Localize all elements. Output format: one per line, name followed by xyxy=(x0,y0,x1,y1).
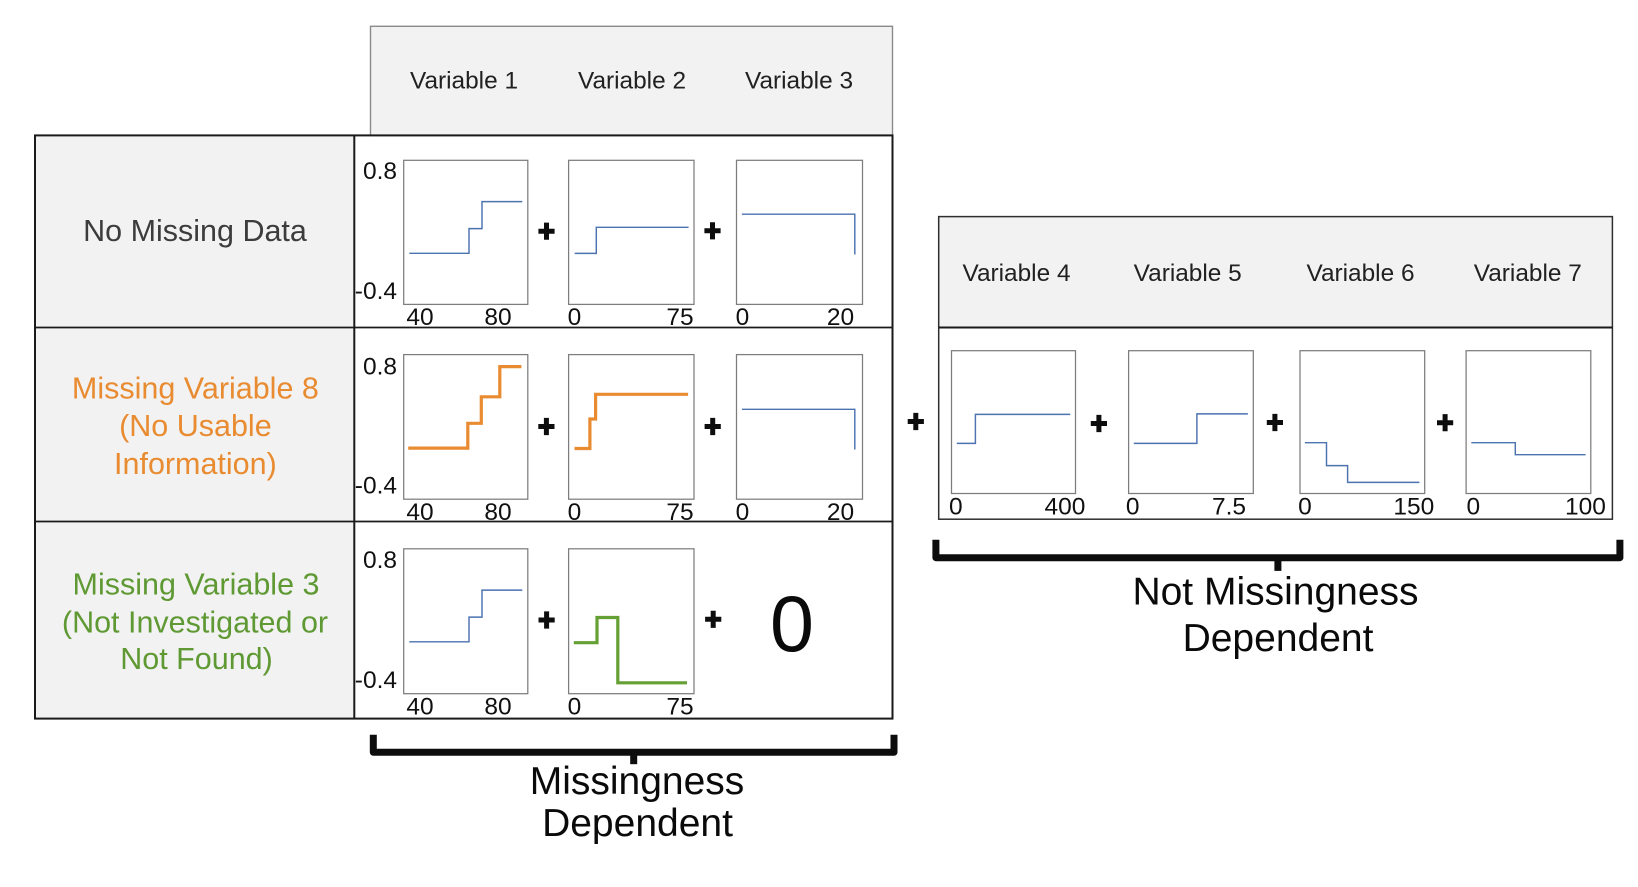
svg-text:40: 40 xyxy=(406,693,433,720)
svg-text:75: 75 xyxy=(666,499,693,526)
svg-text:0: 0 xyxy=(770,579,814,668)
svg-text:(No Usable: (No Usable xyxy=(119,409,272,443)
svg-text:Missing Variable 3: Missing Variable 3 xyxy=(73,568,320,602)
svg-text:400: 400 xyxy=(1045,494,1086,521)
svg-text:0: 0 xyxy=(1298,494,1312,521)
svg-text:Variable 4: Variable 4 xyxy=(962,260,1070,287)
svg-text:20: 20 xyxy=(827,499,854,526)
svg-text:40: 40 xyxy=(406,304,433,331)
svg-text:0.8: 0.8 xyxy=(363,354,397,381)
svg-text:7.5: 7.5 xyxy=(1212,494,1246,521)
svg-text:0: 0 xyxy=(568,693,582,720)
svg-text:150: 150 xyxy=(1393,494,1434,521)
svg-text:Variable 1: Variable 1 xyxy=(410,68,518,95)
svg-text:0: 0 xyxy=(1466,494,1480,521)
svg-text:Variable 7: Variable 7 xyxy=(1474,260,1582,287)
svg-text:0: 0 xyxy=(736,499,750,526)
svg-text:75: 75 xyxy=(666,304,693,331)
svg-text:Information): Information) xyxy=(114,447,277,481)
svg-text:-0.4: -0.4 xyxy=(355,473,397,500)
svg-text:-0.4: -0.4 xyxy=(355,278,397,305)
svg-text:Variable 2: Variable 2 xyxy=(578,68,686,95)
svg-text:Missingness: Missingness xyxy=(530,760,745,803)
svg-text:0: 0 xyxy=(568,304,582,331)
svg-text:Not Missingness: Not Missingness xyxy=(1132,571,1418,614)
svg-text:Not Found): Not Found) xyxy=(120,642,273,676)
svg-text:80: 80 xyxy=(484,693,511,720)
svg-text:Variable 3: Variable 3 xyxy=(745,68,853,95)
svg-text:80: 80 xyxy=(484,304,511,331)
svg-text:Variable 5: Variable 5 xyxy=(1134,260,1242,287)
svg-text:Dependent: Dependent xyxy=(542,802,733,845)
svg-text:Missing Variable 8: Missing Variable 8 xyxy=(72,371,319,405)
svg-text:40: 40 xyxy=(406,499,433,526)
svg-text:0: 0 xyxy=(736,304,750,331)
svg-text:-0.4: -0.4 xyxy=(355,667,397,694)
svg-text:100: 100 xyxy=(1565,494,1606,521)
svg-text:(Not Investigated or: (Not Investigated or xyxy=(62,605,328,639)
svg-text:0.8: 0.8 xyxy=(363,547,397,574)
svg-text:0.8: 0.8 xyxy=(363,158,397,185)
svg-text:80: 80 xyxy=(484,499,511,526)
svg-text:0: 0 xyxy=(1126,494,1140,521)
svg-text:0: 0 xyxy=(949,494,963,521)
svg-text:Dependent: Dependent xyxy=(1183,617,1374,660)
svg-text:20: 20 xyxy=(827,304,854,331)
svg-text:Variable 6: Variable 6 xyxy=(1306,260,1414,287)
svg-text:75: 75 xyxy=(666,693,693,720)
svg-text:No Missing Data: No Missing Data xyxy=(83,214,307,248)
svg-text:0: 0 xyxy=(568,499,582,526)
